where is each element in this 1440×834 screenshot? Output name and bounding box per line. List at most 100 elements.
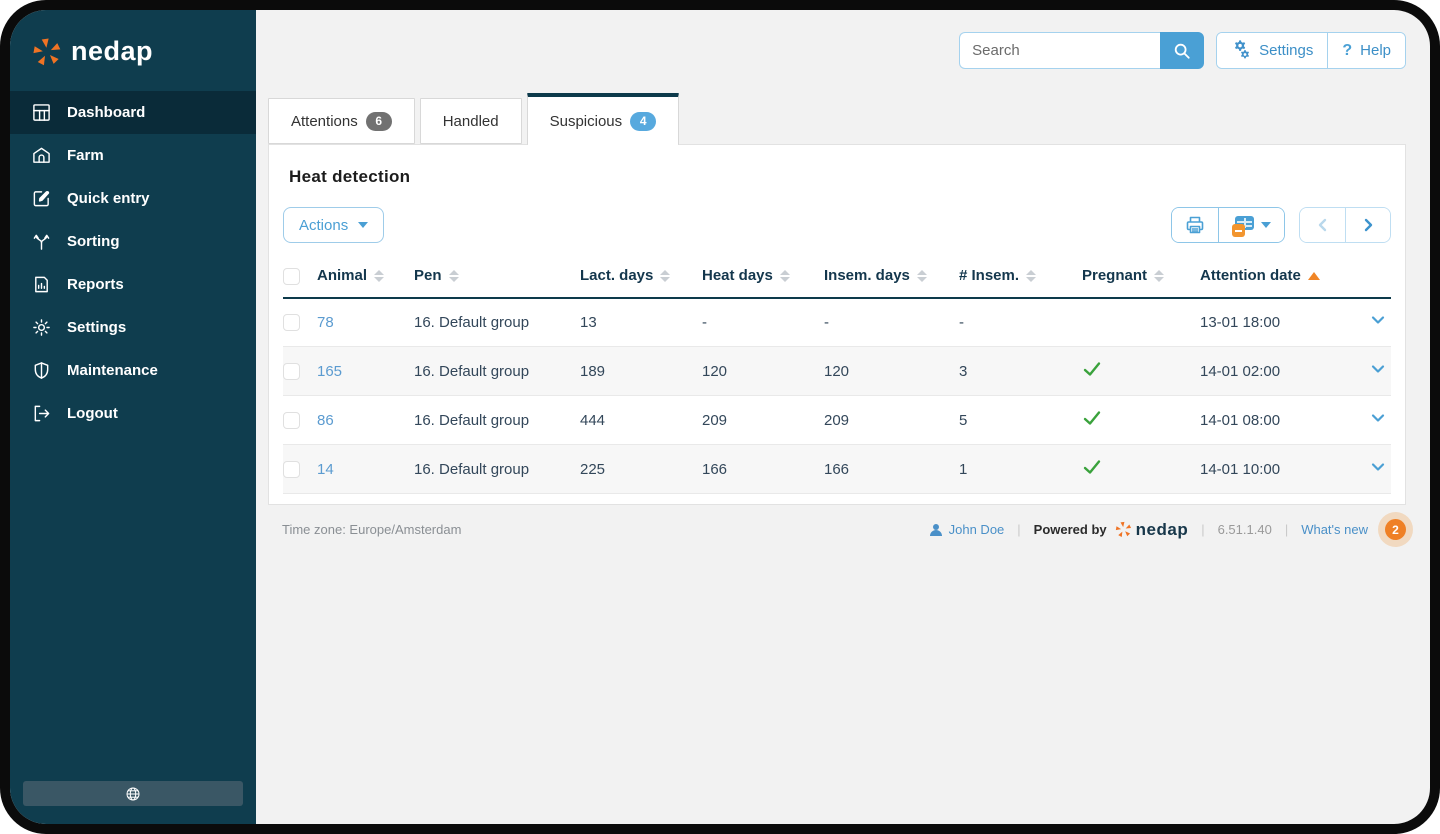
print-button[interactable] — [1172, 208, 1218, 242]
search-button[interactable] — [1160, 32, 1205, 69]
settings-button[interactable]: Settings — [1217, 33, 1328, 68]
sidebar-item-label: Maintenance — [67, 362, 158, 379]
row-expand-chevron[interactable] — [1369, 311, 1387, 329]
column-header-attention-date[interactable]: Attention date — [1200, 257, 1369, 299]
sort-icon — [1026, 269, 1037, 282]
user-menu[interactable]: John Doe — [929, 522, 1004, 537]
column-header-num-insem[interactable]: # Insem. — [959, 257, 1082, 299]
row-checkbox[interactable] — [283, 362, 300, 380]
column-header-insem-days[interactable]: Insem. days — [824, 257, 959, 299]
tab-suspicious[interactable]: Suspicious 4 — [526, 93, 680, 145]
animal-link[interactable]: 14 — [317, 460, 334, 478]
column-header-pregnant[interactable]: Pregnant — [1082, 257, 1200, 299]
attention-date-cell: 14-01 10:00 — [1200, 444, 1369, 495]
heat-detection-panel: Heat detection Actions — [268, 144, 1406, 506]
heat-days-cell: 209 — [702, 395, 824, 446]
select-all-checkbox[interactable] — [283, 267, 300, 285]
sidebar-item-settings[interactable]: Settings — [10, 306, 256, 349]
next-page-button[interactable] — [1345, 208, 1390, 242]
divider: | — [1284, 522, 1289, 538]
num-insem-cell: 3 — [959, 346, 1082, 397]
language-selector[interactable] — [23, 781, 243, 806]
column-header-animal[interactable]: Animal — [317, 257, 414, 299]
insem-days-cell: - — [824, 297, 959, 348]
pregnant-check-icon — [1082, 460, 1102, 481]
sort-icon — [1154, 269, 1165, 282]
sort-icon — [448, 269, 459, 282]
table-header-row: Animal Pen Lact. days Heat days Insem. d… — [283, 257, 1391, 299]
tab-badge: 4 — [630, 111, 657, 131]
nedap-star-icon — [1115, 521, 1131, 538]
chevron-left-icon — [1318, 218, 1326, 232]
actions-dropdown-button[interactable]: Actions — [283, 207, 385, 243]
prev-page-button[interactable] — [1300, 208, 1345, 242]
sidebar-item-maintenance[interactable]: Maintenance — [10, 349, 256, 392]
lact-days-cell: 13 — [580, 297, 702, 348]
row-checkbox[interactable] — [283, 460, 300, 478]
pen-cell: 16. Default group — [414, 444, 580, 495]
row-checkbox[interactable] — [283, 314, 300, 332]
nedap-star-icon — [33, 38, 61, 65]
row-expand-chevron[interactable] — [1369, 409, 1387, 427]
column-header-pen[interactable]: Pen — [414, 257, 580, 299]
tab-attentions[interactable]: Attentions 6 — [268, 98, 415, 144]
logout-icon — [34, 405, 50, 422]
attention-date-cell: 14-01 08:00 — [1200, 395, 1369, 446]
search-icon — [1174, 43, 1190, 59]
export-dropdown-button[interactable] — [1218, 208, 1284, 242]
chevron-right-icon — [1364, 218, 1373, 232]
shield-icon — [34, 362, 49, 379]
animal-link[interactable]: 165 — [317, 362, 343, 380]
timezone-label: Time zone: Europe/Amsterdam — [282, 522, 462, 538]
heat-days-cell: 166 — [702, 444, 824, 495]
sort-icon — [916, 269, 927, 282]
chevron-down-icon — [358, 222, 369, 228]
divider: | — [1201, 522, 1205, 538]
nedap-footer-logo: nedap — [1115, 520, 1189, 540]
split-arrows-icon — [33, 234, 50, 250]
row-checkbox[interactable] — [283, 411, 300, 429]
footer: Time zone: Europe/Amsterdam John Doe | P… — [268, 519, 1406, 541]
user-icon — [929, 523, 942, 536]
table-row: 86 16. Default group 444 209 209 5 14-01… — [283, 395, 1391, 446]
help-button[interactable]: ? Help — [1327, 33, 1405, 68]
chevron-down-icon — [1261, 222, 1271, 228]
sidebar-item-label: Logout — [67, 405, 118, 422]
sidebar-item-label: Farm — [67, 147, 104, 164]
num-insem-cell: 5 — [959, 395, 1082, 446]
printer-icon — [1186, 216, 1204, 234]
sort-ascending-icon — [1307, 271, 1320, 280]
insem-days-cell: 120 — [824, 346, 959, 397]
sort-icon — [660, 269, 671, 282]
num-insem-cell: - — [959, 297, 1082, 348]
table-row: 78 16. Default group 13 - - - 13-01 18:0… — [283, 297, 1391, 348]
animal-link[interactable]: 78 — [317, 313, 334, 331]
divider: | — [1017, 522, 1021, 538]
sidebar-item-quick-entry[interactable]: Quick entry — [10, 177, 256, 220]
row-expand-chevron[interactable] — [1369, 360, 1387, 378]
powered-by: Powered by nedap — [1033, 519, 1189, 540]
sidebar-item-dashboard[interactable]: Dashboard — [10, 91, 256, 134]
whats-new-link[interactable]: What's new — [1301, 522, 1368, 538]
logo-wordmark: nedap — [71, 36, 154, 66]
sidebar-item-sorting[interactable]: Sorting — [10, 220, 256, 263]
tab-label: Attentions — [291, 112, 358, 130]
gear-icon — [33, 319, 50, 336]
tab-handled[interactable]: Handled — [419, 98, 522, 144]
row-expand-chevron[interactable] — [1369, 458, 1387, 476]
heat-days-cell: 120 — [702, 346, 824, 397]
sidebar-nav: Dashboard Farm Quick entry Sorting Repor… — [10, 91, 256, 435]
sidebar-item-reports[interactable]: Reports — [10, 263, 256, 306]
sidebar-item-logout[interactable]: Logout — [10, 392, 256, 435]
sidebar-item-label: Settings — [67, 319, 127, 336]
column-header-heat-days[interactable]: Heat days — [702, 257, 824, 299]
column-header-lact-days[interactable]: Lact. days — [580, 257, 702, 299]
tab-badge: 6 — [365, 111, 392, 131]
animal-link[interactable]: 86 — [317, 411, 334, 429]
search-input[interactable] — [959, 32, 1161, 69]
whats-new-badge[interactable]: 2 — [1385, 519, 1406, 541]
sort-icon — [374, 269, 385, 282]
sidebar: nedap Dashboard Farm Quick entry Sorting — [10, 10, 256, 824]
sidebar-item-farm[interactable]: Farm — [10, 134, 256, 177]
